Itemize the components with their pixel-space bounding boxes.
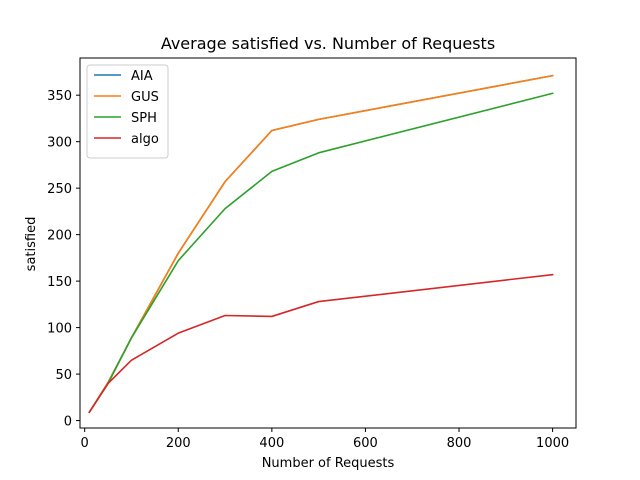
chart-title: Average satisfied vs. Number of Requests: [161, 34, 495, 53]
y-tick-label: 200: [47, 229, 72, 244]
x-tick-label: 600: [353, 436, 378, 451]
x-tick-label: 400: [259, 436, 284, 451]
series-line-2: [88, 92, 554, 414]
y-tick-label: 100: [47, 322, 72, 337]
y-axis-title: satisfied: [24, 217, 39, 272]
plot-frame: [79, 57, 577, 429]
x-axis-title: Number of Requests: [262, 456, 395, 471]
plot-lines: [88, 74, 554, 414]
legend-label-2: SPH: [131, 111, 157, 126]
x-tick-label: 800: [447, 436, 472, 451]
legend-label-1: GUS: [131, 90, 159, 105]
axes: [79, 57, 577, 429]
legend: AIA GUS SPH algo: [86, 64, 169, 159]
x-tick-label: 200: [166, 436, 191, 451]
legend-label-3: algo: [131, 132, 159, 147]
legend-box: [86, 64, 169, 159]
y-axis-ticks: 0 50 100 150 200 250 300 350: [47, 89, 80, 430]
y-tick-label: 50: [55, 368, 72, 383]
y-tick-label: 300: [47, 136, 72, 151]
x-axis-ticks: 0 200 400 600 800 1000: [81, 428, 569, 451]
x-tick-label: 1000: [536, 436, 569, 451]
x-tick-label: 0: [81, 436, 89, 451]
y-tick-label: 250: [47, 182, 72, 197]
series-line-3: [88, 273, 554, 414]
y-tick-label: 0: [64, 415, 72, 430]
legend-label-0: AIA: [131, 69, 153, 84]
y-tick-label: 150: [47, 275, 72, 290]
y-tick-label: 350: [47, 89, 72, 104]
